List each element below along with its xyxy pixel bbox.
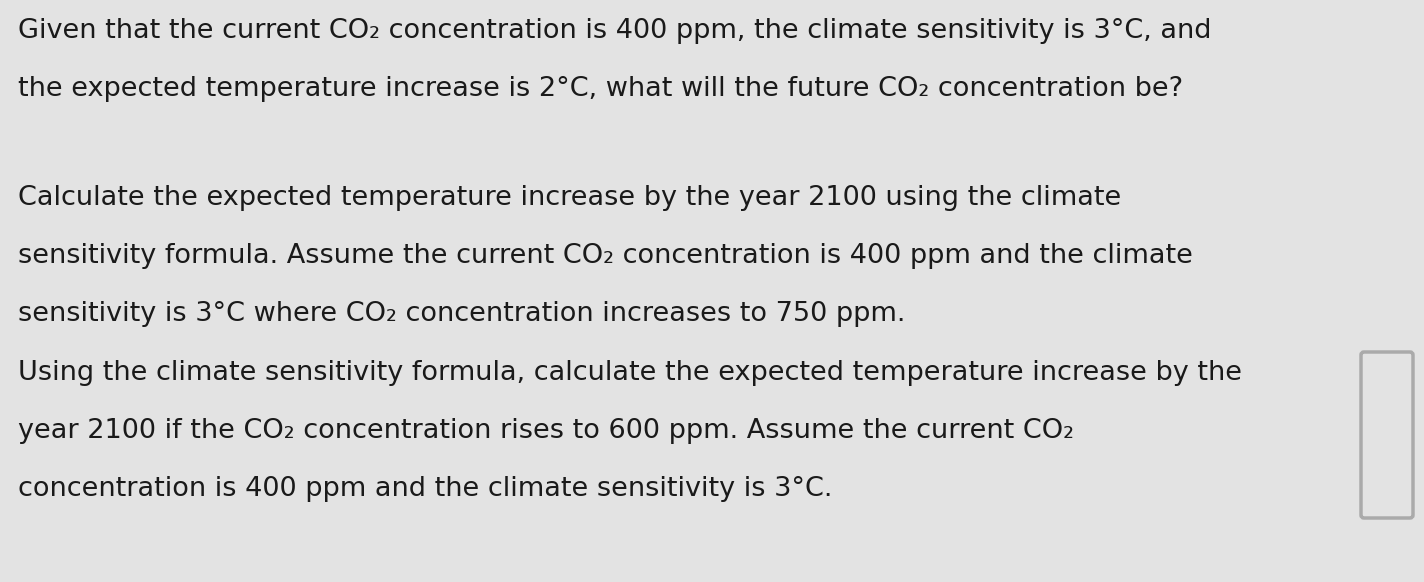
Text: the expected temperature increase is 2°C, what will the future CO₂ concentration: the expected temperature increase is 2°C… — [19, 76, 1183, 102]
Text: Given that the current CO₂ concentration is 400 ppm, the climate sensitivity is : Given that the current CO₂ concentration… — [19, 18, 1212, 44]
Text: sensitivity is 3°C where CO₂ concentration increases to 750 ppm.: sensitivity is 3°C where CO₂ concentrati… — [19, 301, 906, 327]
Text: Calculate the expected temperature increase by the year 2100 using the climate: Calculate the expected temperature incre… — [19, 185, 1121, 211]
Text: sensitivity formula. Assume the current CO₂ concentration is 400 ppm and the cli: sensitivity formula. Assume the current … — [19, 243, 1193, 269]
Text: Using the climate sensitivity formula, calculate the expected temperature increa: Using the climate sensitivity formula, c… — [19, 360, 1242, 386]
Text: year 2100 if the CO₂ concentration rises to 600 ppm. Assume the current CO₂: year 2100 if the CO₂ concentration rises… — [19, 418, 1074, 444]
Text: concentration is 400 ppm and the climate sensitivity is 3°C.: concentration is 400 ppm and the climate… — [19, 476, 833, 502]
FancyBboxPatch shape — [1361, 352, 1413, 518]
